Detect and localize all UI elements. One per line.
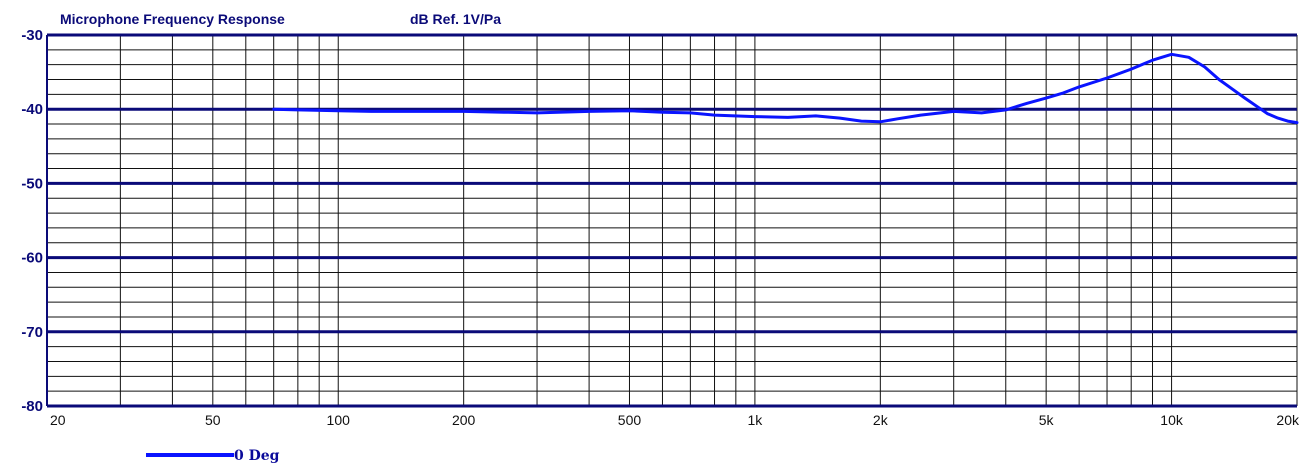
y-tick-label: -60 (21, 250, 43, 267)
x-tick-label: 20k (1276, 412, 1300, 428)
series-line-0 (272, 52, 1299, 125)
chart-title: Microphone Frequency Response (60, 11, 285, 27)
chart-subtitle: dB Ref. 1V/Pa (410, 11, 501, 27)
x-tick-label: 50 (205, 412, 221, 428)
x-tick-label: 20 (50, 412, 66, 428)
grid (46, 33, 1298, 408)
series-layer (272, 52, 1299, 125)
y-tick-label: -80 (21, 398, 43, 415)
legend-label-0-deg: 0 Deg (234, 448, 280, 464)
x-tick-label: 500 (618, 412, 642, 428)
y-axis-ticks: -30 -40 -50 -60 -70 -80 (21, 27, 43, 415)
x-tick-label: 5k (1039, 412, 1055, 428)
x-axis-ticks: 20 50 100 200 500 1k 2k 5k 10k 20k (50, 412, 1300, 428)
legend: 0 Deg (146, 448, 280, 464)
y-tick-label: -70 (21, 324, 43, 341)
x-tick-label: 10k (1160, 412, 1184, 428)
x-tick-label: 200 (452, 412, 476, 428)
x-tick-label: 2k (873, 412, 889, 428)
y-tick-label: -30 (21, 27, 43, 44)
y-tick-label: -50 (21, 175, 43, 192)
y-tick-label: -40 (21, 101, 43, 118)
x-tick-label: 1k (748, 412, 764, 428)
x-tick-label: 100 (327, 412, 351, 428)
